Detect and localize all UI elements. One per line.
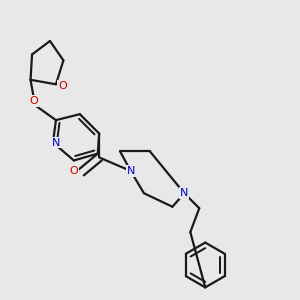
Text: N: N — [126, 166, 135, 176]
Text: N: N — [180, 188, 188, 198]
Text: N: N — [52, 137, 61, 148]
Text: O: O — [29, 96, 38, 106]
Text: O: O — [70, 166, 78, 176]
Text: O: O — [58, 81, 67, 91]
